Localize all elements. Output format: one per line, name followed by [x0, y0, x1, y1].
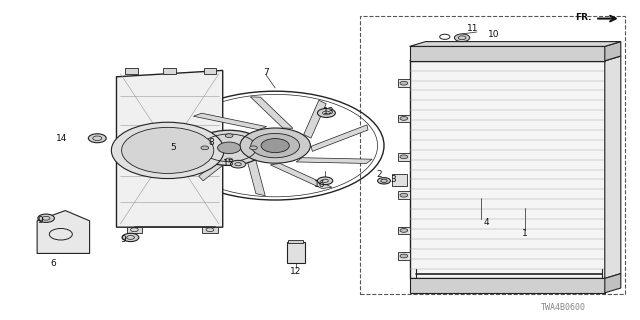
Circle shape: [88, 134, 106, 143]
Bar: [204, 68, 216, 74]
Bar: [410, 46, 605, 61]
Circle shape: [400, 193, 408, 197]
Text: 5: 5: [170, 143, 175, 152]
Circle shape: [201, 146, 209, 150]
Polygon shape: [392, 174, 407, 186]
Polygon shape: [193, 113, 267, 130]
Polygon shape: [605, 274, 621, 293]
Polygon shape: [250, 97, 293, 128]
Text: 8: 8: [209, 138, 214, 147]
Text: 4: 4: [484, 218, 489, 227]
Circle shape: [38, 214, 54, 222]
Polygon shape: [198, 147, 241, 181]
Polygon shape: [410, 56, 621, 61]
Polygon shape: [398, 191, 410, 199]
Bar: [288, 240, 303, 243]
Polygon shape: [605, 56, 621, 278]
Circle shape: [400, 81, 408, 85]
Circle shape: [250, 146, 257, 150]
Circle shape: [111, 122, 224, 179]
Circle shape: [317, 108, 335, 117]
Polygon shape: [303, 100, 326, 138]
Bar: [410, 61, 605, 278]
Circle shape: [378, 178, 390, 184]
Circle shape: [400, 254, 408, 258]
Circle shape: [261, 139, 289, 153]
Bar: [127, 227, 142, 233]
Polygon shape: [296, 158, 372, 164]
Circle shape: [400, 155, 408, 159]
Text: 16: 16: [314, 180, 326, 188]
Bar: [163, 68, 176, 74]
Polygon shape: [398, 227, 410, 234]
Bar: [125, 68, 138, 74]
Circle shape: [218, 142, 241, 154]
Circle shape: [230, 160, 246, 168]
Text: TWA4B0600: TWA4B0600: [541, 303, 586, 312]
Circle shape: [240, 128, 310, 163]
Text: 7: 7: [263, 68, 268, 76]
Text: 13: 13: [323, 107, 334, 116]
Circle shape: [317, 177, 333, 185]
Text: 9: 9: [121, 235, 126, 244]
Bar: [287, 242, 305, 263]
Circle shape: [400, 116, 408, 120]
Circle shape: [225, 158, 233, 162]
Bar: [202, 227, 218, 233]
Circle shape: [225, 134, 233, 138]
Circle shape: [122, 233, 139, 242]
Text: 3: 3: [390, 175, 396, 184]
Text: 15: 15: [223, 159, 235, 168]
Text: 10: 10: [488, 30, 500, 39]
Text: 12: 12: [290, 267, 301, 276]
Circle shape: [194, 130, 264, 165]
Polygon shape: [398, 252, 410, 260]
Bar: [360, 16, 625, 294]
Circle shape: [400, 228, 408, 232]
Polygon shape: [246, 159, 265, 196]
Polygon shape: [398, 115, 410, 122]
Circle shape: [454, 34, 470, 42]
Bar: [410, 278, 605, 293]
Circle shape: [251, 133, 300, 158]
Polygon shape: [410, 42, 621, 46]
Polygon shape: [37, 211, 90, 253]
Text: 14: 14: [56, 134, 68, 143]
Text: FR.: FR.: [575, 13, 592, 22]
Text: 1: 1: [522, 229, 527, 238]
Text: 9: 9: [38, 216, 43, 225]
Polygon shape: [605, 42, 621, 61]
Polygon shape: [398, 79, 410, 87]
Polygon shape: [116, 70, 223, 227]
Text: 11: 11: [467, 24, 478, 33]
Polygon shape: [311, 125, 368, 151]
Polygon shape: [270, 164, 332, 188]
Circle shape: [122, 127, 214, 173]
Polygon shape: [175, 134, 244, 149]
Polygon shape: [398, 153, 410, 161]
Text: 6: 6: [51, 259, 56, 268]
Text: 2: 2: [376, 170, 381, 179]
